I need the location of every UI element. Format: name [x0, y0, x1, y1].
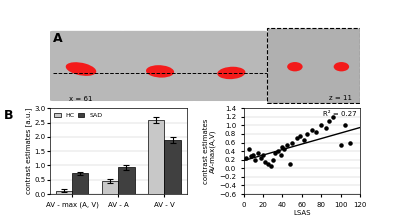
Y-axis label: contrast estimates
AV-max(A,V): contrast estimates AV-max(A,V) [203, 118, 216, 184]
Point [281, 147, 288, 151]
Point [252, 158, 258, 162]
FancyBboxPatch shape [267, 29, 360, 103]
Point [313, 130, 320, 134]
Point [279, 145, 286, 149]
Point [323, 126, 329, 129]
Point [260, 154, 266, 157]
Bar [148, 120, 164, 194]
Point [297, 134, 303, 138]
Point [318, 124, 324, 127]
Point [338, 143, 344, 146]
Point [287, 162, 294, 166]
Point [262, 160, 268, 164]
Point [245, 147, 252, 151]
Point [330, 115, 336, 119]
Text: R² = 0.27: R² = 0.27 [323, 111, 356, 117]
Point [270, 158, 276, 162]
Point [255, 152, 262, 155]
X-axis label: LSAS: LSAS [293, 210, 311, 216]
Point [242, 156, 249, 159]
Legend: HC, SAD: HC, SAD [53, 111, 104, 119]
Text: x = 61: x = 61 [69, 96, 93, 102]
Y-axis label: contrast estimates [a.u.]: contrast estimates [a.u.] [25, 108, 32, 194]
Point [294, 136, 300, 140]
Point [265, 162, 271, 166]
Point [248, 155, 255, 158]
Ellipse shape [287, 62, 303, 71]
Point [272, 152, 278, 155]
Point [250, 154, 257, 157]
Bar [118, 167, 134, 194]
Bar [102, 181, 118, 194]
Bar [164, 140, 180, 194]
Bar [72, 174, 88, 194]
Point [289, 141, 295, 144]
Point [284, 143, 290, 146]
Point [258, 156, 264, 159]
Ellipse shape [334, 62, 349, 71]
Point [274, 149, 281, 153]
Point [268, 164, 274, 168]
Ellipse shape [217, 67, 246, 79]
Text: A: A [53, 32, 63, 45]
Ellipse shape [146, 65, 174, 78]
Point [304, 132, 310, 136]
FancyBboxPatch shape [193, 31, 267, 101]
Point [347, 141, 354, 144]
Point [301, 139, 307, 142]
Ellipse shape [66, 62, 96, 76]
FancyBboxPatch shape [50, 31, 124, 101]
Point [277, 154, 284, 157]
Point [308, 128, 315, 131]
Bar [56, 191, 72, 194]
Text: z = 11: z = 11 [329, 95, 352, 101]
FancyBboxPatch shape [121, 31, 196, 101]
Point [342, 124, 349, 127]
Point [326, 119, 332, 123]
Text: B: B [4, 109, 14, 122]
